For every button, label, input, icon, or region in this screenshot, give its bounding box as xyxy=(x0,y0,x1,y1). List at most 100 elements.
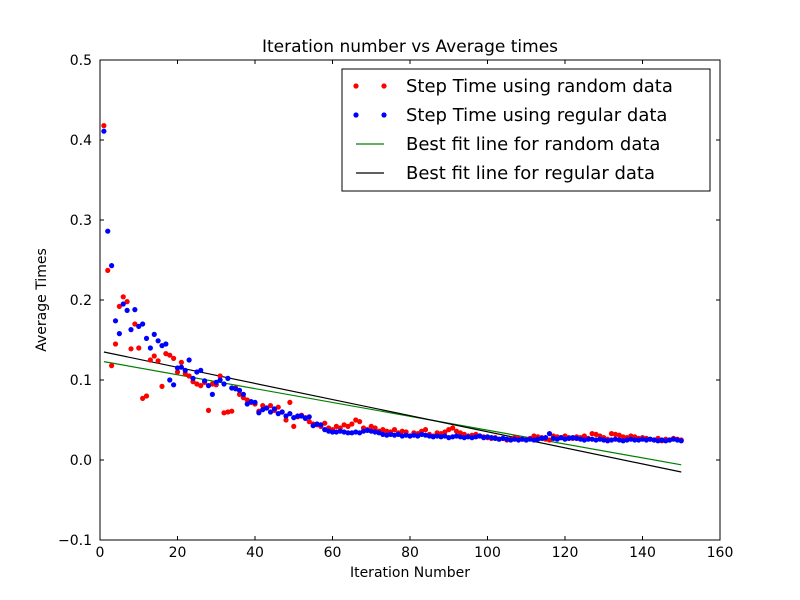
point-s1-25 xyxy=(198,367,204,373)
point-s1-73 xyxy=(384,432,390,438)
point-s1-146 xyxy=(667,437,673,443)
point-s1-111 xyxy=(531,437,537,443)
legend-marker-regular-2 xyxy=(381,112,387,118)
point-s1-85 xyxy=(430,434,436,440)
point-s1-3 xyxy=(112,318,119,324)
point-s1-40 xyxy=(256,410,262,416)
point-s0-8 xyxy=(132,321,138,327)
point-s1-74 xyxy=(388,431,394,437)
point-s1-13 xyxy=(151,331,157,337)
point-s1-90 xyxy=(450,434,456,440)
x-tick-label-0: 0 xyxy=(96,545,105,561)
point-s1-84 xyxy=(426,433,432,439)
legend-marker-random-1 xyxy=(353,83,359,89)
point-s0-2 xyxy=(109,363,115,369)
point-s1-82 xyxy=(419,431,425,437)
point-s1-23 xyxy=(190,375,196,381)
point-s0-3 xyxy=(112,341,119,347)
point-s0-25 xyxy=(198,383,204,389)
point-s1-29 xyxy=(213,379,219,385)
point-s1-101 xyxy=(492,435,498,441)
point-s0-9 xyxy=(136,345,142,351)
point-s0-53 xyxy=(306,419,312,425)
point-s1-130 xyxy=(605,438,611,444)
point-s0-0 xyxy=(101,123,107,129)
point-s1-127 xyxy=(593,437,599,443)
point-s1-119 xyxy=(562,436,568,442)
point-s1-148 xyxy=(674,437,680,443)
point-s0-77 xyxy=(399,428,405,434)
point-s0-66 xyxy=(357,419,363,425)
point-s1-96 xyxy=(473,434,479,440)
y-tick-label-0: −0.1 xyxy=(58,533,92,549)
point-s1-51 xyxy=(298,413,305,419)
x-axis-label: Iteration Number xyxy=(350,565,470,581)
legend-label-regular: Step Time using regular data xyxy=(406,105,667,126)
point-s1-68 xyxy=(364,427,370,433)
point-s1-28 xyxy=(209,391,215,397)
point-s1-116 xyxy=(550,435,556,441)
point-s1-4 xyxy=(116,331,122,337)
point-s1-60 xyxy=(333,429,339,435)
point-s1-62 xyxy=(341,429,347,435)
point-s1-134 xyxy=(620,438,626,444)
point-s0-17 xyxy=(167,352,173,358)
point-s1-32 xyxy=(225,375,231,381)
point-s0-12 xyxy=(147,357,153,363)
point-s0-73 xyxy=(384,428,390,434)
point-s1-39 xyxy=(252,399,258,405)
point-s1-36 xyxy=(240,391,246,397)
point-s0-124 xyxy=(581,433,587,439)
point-s1-135 xyxy=(624,437,630,443)
point-s1-63 xyxy=(345,430,351,436)
point-s0-6 xyxy=(124,299,130,305)
point-s1-115 xyxy=(546,431,553,437)
point-s1-83 xyxy=(422,432,429,438)
point-s1-30 xyxy=(217,377,223,383)
point-s0-64 xyxy=(349,421,355,427)
data-points xyxy=(101,123,684,444)
legend-label-random: Step Time using random data xyxy=(406,76,673,97)
y-axis-label: Average Times xyxy=(34,248,50,352)
point-s0-5 xyxy=(120,294,126,300)
x-tick-label-3: 60 xyxy=(324,545,342,561)
point-s0-83 xyxy=(422,427,429,433)
point-s1-22 xyxy=(186,357,192,363)
point-s1-46 xyxy=(279,409,285,415)
point-s1-72 xyxy=(380,431,386,437)
point-s1-132 xyxy=(612,436,618,442)
point-s0-22 xyxy=(186,373,192,379)
point-s0-70 xyxy=(372,425,378,431)
point-s1-14 xyxy=(155,338,161,344)
point-s1-121 xyxy=(570,435,576,441)
legend-marker-regular-1 xyxy=(353,112,359,118)
point-s1-55 xyxy=(314,421,320,427)
point-s1-143 xyxy=(655,438,661,444)
point-s0-11 xyxy=(143,393,150,399)
point-s0-30 xyxy=(217,373,223,379)
point-s0-35 xyxy=(236,391,243,397)
point-s1-75 xyxy=(391,432,398,438)
point-s1-20 xyxy=(178,364,184,370)
point-s1-142 xyxy=(651,437,657,443)
y-tick-label-5: 0.4 xyxy=(70,133,92,149)
point-s1-93 xyxy=(461,435,467,441)
point-s1-48 xyxy=(287,411,293,417)
point-s1-33 xyxy=(229,385,235,391)
point-s1-147 xyxy=(670,436,677,442)
point-s1-133 xyxy=(616,437,622,443)
axis-ticks: 0 20 40 60 80 100 120 140 160 −0.1 0.0 0.1 0.2 0.3 0.4… xyxy=(58,53,733,561)
point-s0-48 xyxy=(287,399,293,405)
point-s1-35 xyxy=(236,387,243,393)
point-s1-105 xyxy=(508,437,514,443)
point-s1-126 xyxy=(589,436,595,442)
point-s1-129 xyxy=(601,437,607,443)
y-tick-label-1: 0.0 xyxy=(70,453,92,469)
point-s1-136 xyxy=(628,436,634,442)
x-tick-label-8: 160 xyxy=(707,545,734,561)
point-s0-43 xyxy=(267,403,274,409)
point-s0-75 xyxy=(391,427,398,433)
point-s0-19 xyxy=(174,369,181,375)
point-s0-41 xyxy=(260,403,266,409)
point-s0-47 xyxy=(283,417,289,423)
